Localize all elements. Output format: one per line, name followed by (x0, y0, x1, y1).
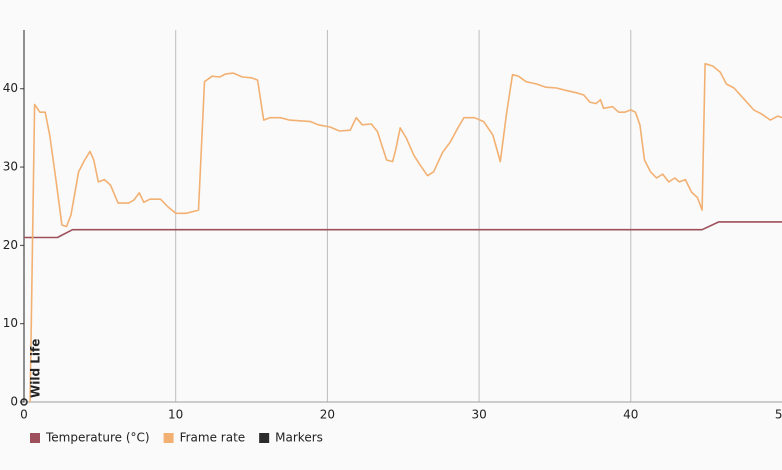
legend-swatch (259, 433, 270, 443)
x-tick-label: 20 (320, 408, 335, 422)
x-tick-label: 50 (775, 408, 782, 422)
legend-label: Frame rate (180, 431, 246, 445)
marker (20, 398, 28, 406)
legend-swatch (163, 433, 174, 443)
legend-swatch (30, 433, 40, 443)
y-tick-label: 20 (3, 238, 18, 252)
y-tick-label: 0 (10, 395, 18, 409)
x-tick-label: 0 (20, 408, 28, 422)
y-tick-label: 10 (3, 316, 18, 330)
series-line (24, 221, 782, 239)
series-line (29, 62, 782, 403)
x-tick-label: 10 (168, 408, 183, 422)
marker-label: Wild Life (29, 339, 43, 398)
y-tick-label: 40 (3, 81, 18, 95)
legend-label: Temperature (°C) (45, 431, 150, 445)
x-tick-label: 30 (471, 408, 486, 422)
legend-label: Markers (275, 431, 323, 445)
x-tick-label: 40 (623, 408, 638, 422)
y-tick-label: 30 (3, 160, 18, 174)
